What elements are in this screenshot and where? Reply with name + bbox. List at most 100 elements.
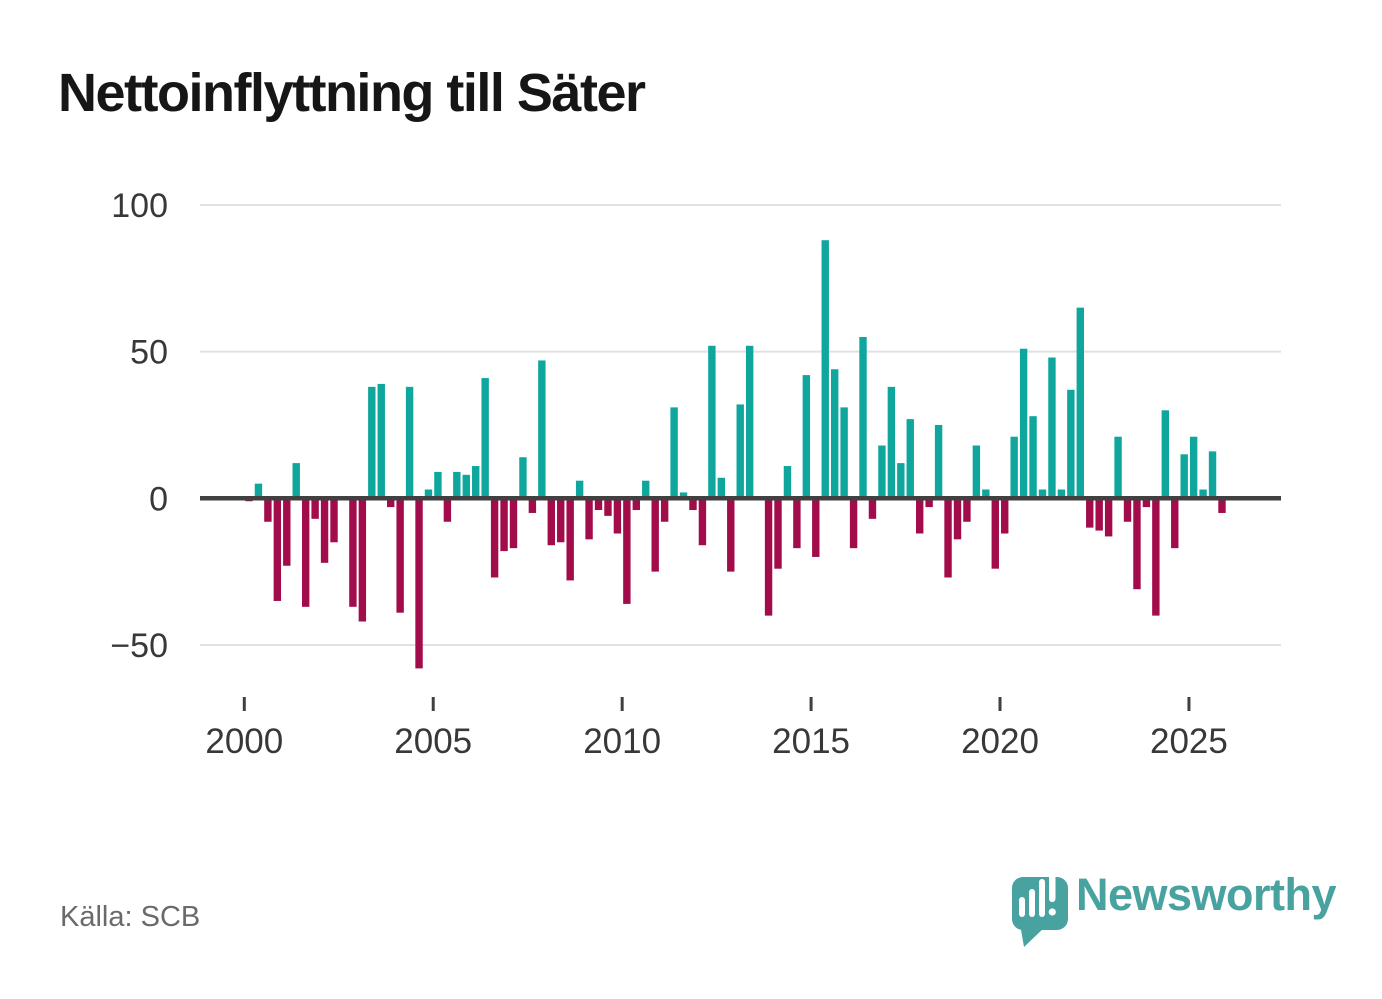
bar-2001-q1 <box>283 498 291 566</box>
bar-2022-q3 <box>1095 498 1103 531</box>
bar-2015-q1 <box>812 498 820 557</box>
bar-2024-q4 <box>1180 454 1188 499</box>
bar-2024-q3 <box>1171 498 1179 549</box>
bar-2012-q1 <box>698 498 707 546</box>
bar-2007-q3 <box>528 498 537 513</box>
bar-2017-q1 <box>887 386 896 499</box>
bar-2007-q2 <box>519 457 527 499</box>
bar-2022-q4 <box>1104 498 1113 537</box>
logo-exclamation-bar <box>1049 866 1056 902</box>
bar-2020-q3 <box>1019 348 1028 499</box>
bar-2016-q1 <box>849 498 858 549</box>
bar-2024-q1 <box>1152 498 1160 616</box>
y-tick-label: 50 <box>130 334 168 372</box>
bar-2019-q1 <box>963 498 971 522</box>
bar-2017-q2 <box>897 463 905 499</box>
y-tick-label: 100 <box>111 187 168 225</box>
bar-2021-q4 <box>1067 389 1075 499</box>
bar-2015-q3 <box>830 369 839 499</box>
bar-2004-q3 <box>415 498 423 669</box>
bar-2002-q2 <box>330 498 338 543</box>
bar-2020-q1 <box>1001 498 1009 534</box>
x-tick-label: 2005 <box>394 722 472 761</box>
bar-2019-q3 <box>982 489 990 499</box>
bar-2016-q3 <box>868 498 877 519</box>
bar-2008-q2 <box>557 498 565 543</box>
bar-2018-q2 <box>934 424 943 499</box>
bar-2013-q1 <box>736 404 744 499</box>
logo-exclamation-dot <box>1048 908 1056 916</box>
bar-2006-q3 <box>490 498 499 578</box>
bar-2003-q2 <box>368 386 376 499</box>
bar-2006-q4 <box>500 498 508 552</box>
bar-2000-q2 <box>254 483 263 499</box>
logo-mini-bar <box>1039 879 1045 917</box>
bar-2019-q2 <box>972 445 981 499</box>
bar-2023-q1 <box>1114 436 1122 499</box>
bar-2018-q1 <box>925 498 933 508</box>
bar-2007-q4 <box>538 360 546 499</box>
bar-2023-q3 <box>1133 498 1141 590</box>
bar-2024-q2 <box>1161 410 1170 499</box>
bar-2020-q2 <box>1010 436 1018 499</box>
bar-2009-q2 <box>594 498 603 511</box>
bar-2020-q4 <box>1029 416 1037 499</box>
bar-2010-q3 <box>642 480 650 499</box>
bar-2004-q2 <box>405 386 414 499</box>
logo-bubble-tail <box>1020 924 1046 947</box>
bar-2005-q4 <box>462 474 470 499</box>
x-tick-label: 2000 <box>205 722 283 761</box>
bar-2008-q4 <box>575 480 584 499</box>
newsworthy-logo-text: Newsworthy <box>1076 869 1337 920</box>
bar-2002-q4 <box>349 498 357 607</box>
bar-2011-q4 <box>689 498 697 511</box>
bar-2018-q4 <box>953 498 962 540</box>
bar-2005-q3 <box>453 471 461 499</box>
bar-2022-q1 <box>1076 307 1084 499</box>
bar-2015-q4 <box>840 407 848 499</box>
bar-2019-q4 <box>991 498 999 569</box>
bar-2003-q1 <box>358 498 367 622</box>
bar-2005-q2 <box>443 498 452 522</box>
bar-2012-q4 <box>727 498 735 572</box>
bar-2025-q2 <box>1199 489 1207 499</box>
bar-2001-q2 <box>292 463 300 499</box>
bar-2023-q2 <box>1123 498 1132 522</box>
bar-2003-q3 <box>377 383 385 499</box>
bar-2018-q3 <box>944 498 952 578</box>
bar-2004-q1 <box>396 498 404 613</box>
bar-2011-q1 <box>660 498 669 522</box>
source-attribution: Källa: SCB <box>60 901 201 933</box>
bar-2005-q1 <box>434 471 442 499</box>
newsworthy-logo: Newsworthy <box>1008 860 1338 955</box>
bar-2022-q2 <box>1086 498 1094 528</box>
logo-mini-bar <box>1029 889 1035 917</box>
y-tick-label: −50 <box>110 627 168 665</box>
bar-2001-q3 <box>301 498 310 607</box>
bar-2014-q3 <box>793 498 801 549</box>
bar-2009-q1 <box>585 498 593 540</box>
bar-2016-q4 <box>878 445 886 499</box>
bar-2021-q2 <box>1048 357 1056 499</box>
bar-2006-q1 <box>472 466 480 499</box>
bar-2014-q1 <box>774 498 782 569</box>
y-tick-label: 0 <box>149 480 168 518</box>
bar-2025-q3 <box>1208 451 1217 499</box>
bar-2017-q4 <box>916 498 924 534</box>
bar-2008-q1 <box>547 498 555 546</box>
bar-2000-q4 <box>273 498 282 601</box>
bar-2025-q4 <box>1218 498 1226 513</box>
bar-2021-q3 <box>1057 489 1066 499</box>
bar-2001-q4 <box>311 498 319 519</box>
bar-2017-q3 <box>906 419 914 499</box>
x-tick-label: 2025 <box>1150 722 1228 761</box>
bar-2004-q4 <box>424 489 433 499</box>
x-tick-label: 2020 <box>961 722 1039 761</box>
bar-2013-q4 <box>764 498 773 616</box>
bar-2009-q3 <box>604 498 612 516</box>
bar-2025-q1 <box>1189 436 1198 499</box>
bar-2009-q4 <box>613 498 622 534</box>
bar-2006-q2 <box>481 378 489 499</box>
